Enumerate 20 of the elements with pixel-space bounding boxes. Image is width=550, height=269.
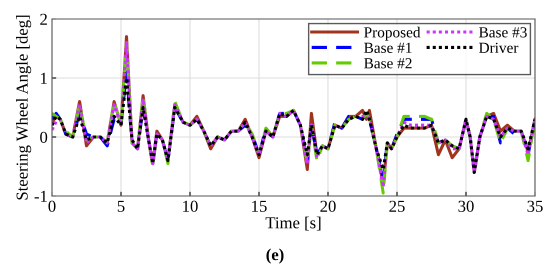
x-tick-label: 35 bbox=[527, 200, 543, 212]
x-axis-title: Time [s] bbox=[266, 216, 320, 230]
x-tick-label: 30 bbox=[458, 200, 474, 212]
x-tick-label: 25 bbox=[389, 200, 405, 212]
x-tick-label: 0 bbox=[48, 200, 56, 212]
y-axis-title: Steering Wheel Angle [deg] bbox=[16, 16, 32, 200]
x-tick-label: 15 bbox=[252, 200, 267, 212]
x-tick-label: 10 bbox=[183, 200, 198, 212]
legend-label: Base #3 bbox=[479, 27, 527, 38]
y-tick-label: 2 bbox=[40, 14, 47, 25]
legend-label: Base #2 bbox=[364, 58, 412, 68]
y-tick-label: 0 bbox=[40, 132, 48, 143]
x-tick-label: 5 bbox=[118, 200, 125, 212]
x-tick-label: 20 bbox=[320, 200, 336, 212]
text: (e) bbox=[266, 248, 284, 264]
y-tick-label: -1 bbox=[34, 190, 47, 202]
legend-label: Base #1 bbox=[364, 42, 412, 53]
legend-label: Driver bbox=[479, 42, 518, 53]
y-tick-label: 1 bbox=[40, 72, 47, 84]
legend-label: Proposed bbox=[364, 26, 420, 41]
